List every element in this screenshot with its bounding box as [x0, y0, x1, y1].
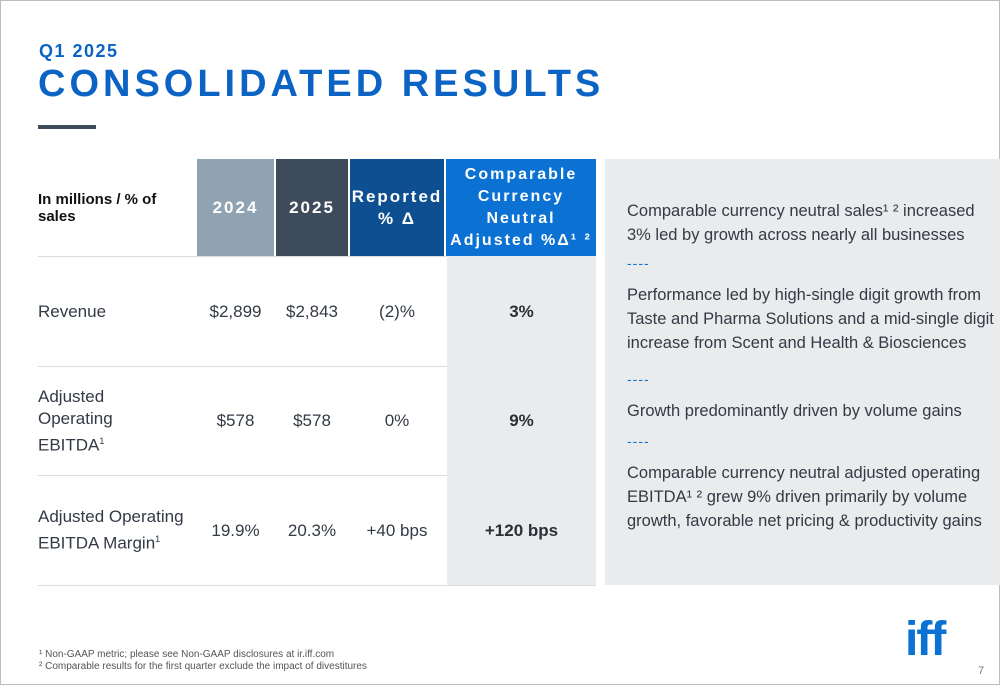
- commentary-divider: ----: [627, 433, 650, 449]
- column-header-2025: 2025: [276, 159, 348, 256]
- footnote-marker: 1: [155, 534, 161, 545]
- commentary-performance: Performance led by high-single digit gro…: [627, 286, 994, 352]
- value-reported: 0%: [384, 411, 410, 430]
- row-label: Adjusted Operating EBITDA Margin1: [38, 476, 196, 585]
- value-2024: $2,899: [209, 301, 262, 321]
- results-table: In millions / % of sales 2024 2025 Repor…: [38, 159, 596, 586]
- row-label-text: Revenue: [38, 301, 107, 321]
- commentary-sales: Comparable currency neutral sales¹ ² inc…: [627, 202, 975, 244]
- value-reported: +40 bps: [366, 520, 428, 540]
- row-label-text: Adjusted Operating EBITDA Margin: [38, 507, 184, 553]
- row-divider: [38, 475, 447, 476]
- column-header-2024: 2024: [197, 159, 274, 256]
- row-divider: [38, 366, 447, 367]
- value-comparable: +120 bps: [484, 520, 559, 540]
- row-divider: [38, 256, 447, 257]
- value-reported: (2)%: [379, 301, 415, 321]
- footnote-comparable: ² Comparable results for the first quart…: [39, 661, 367, 672]
- page-title: CONSOLIDATED RESULTS: [38, 63, 605, 105]
- title-underline: [38, 125, 96, 129]
- table-row-ebitda: Adjusted Operating EBITDA1 $578 $578 0% …: [38, 367, 596, 475]
- value-2025: 20.3%: [287, 520, 337, 540]
- commentary-divider: ----: [627, 255, 650, 271]
- commentary-panel: Comparable currency neutral sales¹ ² inc…: [605, 159, 1000, 585]
- column-header-comparable: Comparable Currency Neutral Adjusted %Δ¹…: [446, 159, 596, 256]
- footnote-marker: 1: [99, 435, 105, 446]
- value-2024: $578: [216, 411, 255, 430]
- value-2024: 19.9%: [211, 520, 260, 540]
- comparable-column-background: [447, 256, 596, 585]
- value-comparable: 9%: [509, 411, 534, 430]
- row-label: Adjusted Operating EBITDA1: [38, 367, 148, 475]
- svg-text:iff: iff: [905, 615, 947, 663]
- commentary-ebitda: Comparable currency neutral adjusted ope…: [627, 464, 982, 530]
- value-comparable: 3%: [509, 301, 534, 321]
- footnote-non-gaap: ¹ Non-GAAP metric; please see Non-GAAP d…: [39, 649, 335, 660]
- row-label: Revenue: [38, 257, 198, 366]
- table-row-ebitda-margin: Adjusted Operating EBITDA Margin1 19.9% …: [38, 476, 596, 585]
- commentary-volume: Growth predominantly driven by volume ga…: [627, 402, 962, 420]
- row-divider: [38, 585, 596, 586]
- page-number: 7: [978, 665, 985, 677]
- table-label-header: In millions / % of sales: [38, 190, 157, 225]
- iff-logo: iff iff: [905, 615, 949, 663]
- table-row-revenue: Revenue $2,899 $2,843 (2)% 3%: [38, 257, 596, 366]
- column-header-reported: Reported % Δ: [350, 159, 444, 256]
- value-2025: $578: [293, 411, 331, 430]
- commentary-divider: ----: [627, 371, 650, 387]
- value-2025: $2,843: [286, 301, 338, 321]
- row-label-text: Adjusted Operating EBITDA: [38, 386, 113, 455]
- period-label: Q1 2025: [39, 41, 119, 61]
